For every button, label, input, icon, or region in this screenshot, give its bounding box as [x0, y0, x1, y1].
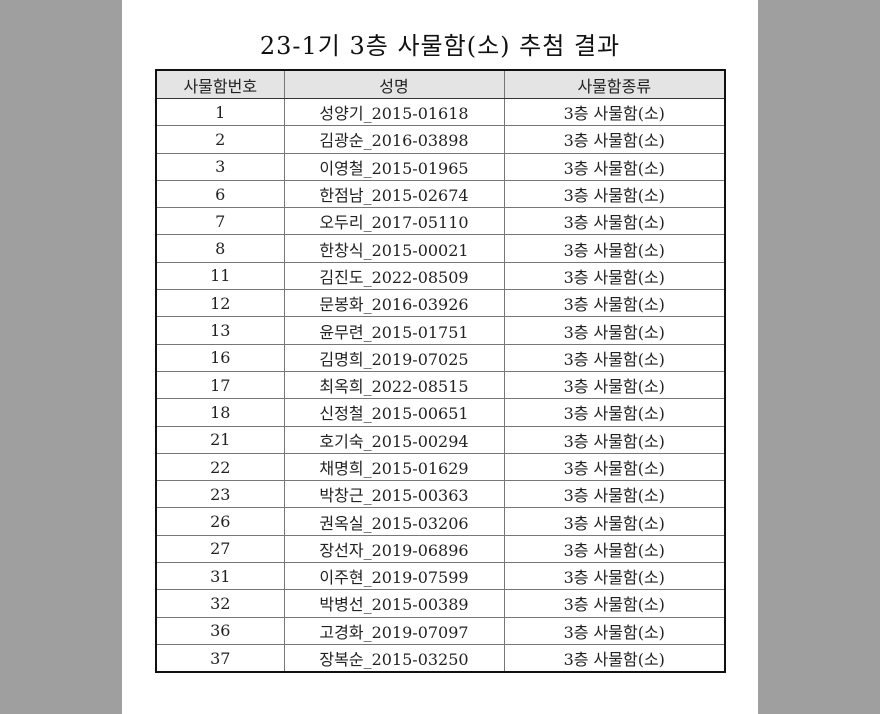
cell-locker-type: 3층 사물함(소)	[503, 207, 726, 236]
header-locker-type: 사물함종류	[503, 69, 726, 99]
table-row: 27 장선자_2019-06896 3층 사물함(소)	[155, 534, 726, 564]
table-row: 1 성양기_2015-01618 3층 사물함(소)	[155, 97, 726, 127]
cell-locker-type: 3층 사물함(소)	[503, 152, 726, 181]
cell-locker-type: 3층 사물함(소)	[503, 370, 726, 400]
cell-locker-number: 7	[155, 207, 285, 236]
cell-locker-number: 3	[155, 152, 285, 181]
cell-locker-type: 3층 사물함(소)	[503, 534, 726, 564]
table-row: 11 김진도_2022-08509 3층 사물함(소)	[155, 261, 726, 291]
cell-name: 김명희_2019-07025	[283, 343, 505, 372]
table-row: 2 김광순_2016-03898 3층 사물함(소)	[155, 125, 726, 154]
cell-name: 윤무련_2015-01751	[283, 316, 505, 345]
cell-name: 신정철_2015-00651	[283, 398, 505, 427]
cell-locker-number: 32	[155, 589, 285, 618]
table-row: 16 김명희_2019-07025 3층 사물함(소)	[155, 343, 726, 372]
cell-name: 한창식_2015-00021	[283, 234, 505, 263]
cell-locker-number: 27	[155, 534, 285, 564]
table-row: 26 권옥실_2015-03206 3층 사물함(소)	[155, 507, 726, 536]
cell-name: 장선자_2019-06896	[283, 534, 505, 564]
cell-name: 한점남_2015-02674	[283, 179, 505, 209]
table-row: 18 신정철_2015-00651 3층 사물함(소)	[155, 398, 726, 427]
cell-locker-number: 16	[155, 343, 285, 372]
header-name: 성명	[283, 69, 505, 99]
header-locker-number: 사물함번호	[155, 69, 285, 99]
table-row: 7 오두리_2017-05110 3층 사물함(소)	[155, 207, 726, 236]
cell-name: 박병선_2015-00389	[283, 589, 505, 618]
cell-locker-type: 3층 사물함(소)	[503, 234, 726, 263]
table-row: 23 박창근_2015-00363 3층 사물함(소)	[155, 480, 726, 509]
cell-locker-number: 21	[155, 425, 285, 454]
cell-locker-number: 23	[155, 480, 285, 509]
cell-name: 채명희_2015-01629	[283, 452, 505, 482]
cell-locker-number: 26	[155, 507, 285, 536]
cell-locker-type: 3층 사물함(소)	[503, 562, 726, 591]
cell-name: 김진도_2022-08509	[283, 261, 505, 291]
cell-locker-type: 3층 사물함(소)	[503, 480, 726, 509]
table-row: 21 호기숙_2015-00294 3층 사물함(소)	[155, 425, 726, 454]
cell-name: 최옥희_2022-08515	[283, 370, 505, 400]
cell-locker-number: 22	[155, 452, 285, 482]
document-page: 23-1기 3층 사물함(소) 추첨 결과 사물함번호 성명 사물함종류 1 성양…	[122, 0, 758, 714]
table-row: 36 고경화_2019-07097 3층 사물함(소)	[155, 616, 726, 645]
cell-locker-type: 3층 사물함(소)	[503, 289, 726, 318]
cell-name: 성양기_2015-01618	[283, 97, 505, 127]
table-row: 31 이주현_2019-07599 3층 사물함(소)	[155, 562, 726, 591]
cell-name: 문봉화_2016-03926	[283, 289, 505, 318]
cell-locker-number: 31	[155, 562, 285, 591]
cell-locker-type: 3층 사물함(소)	[503, 452, 726, 482]
table-header-row: 사물함번호 성명 사물함종류	[155, 69, 726, 99]
cell-locker-number: 13	[155, 316, 285, 345]
cell-locker-type: 3층 사물함(소)	[503, 425, 726, 454]
table-row: 6 한점남_2015-02674 3층 사물함(소)	[155, 179, 726, 209]
cell-locker-type: 3층 사물함(소)	[503, 125, 726, 154]
cell-locker-number: 8	[155, 234, 285, 263]
table-row: 3 이영철_2015-01965 3층 사물함(소)	[155, 152, 726, 181]
cell-name: 고경화_2019-07097	[283, 616, 505, 645]
cell-locker-number: 2	[155, 125, 285, 154]
table-row: 12 문봉화_2016-03926 3층 사물함(소)	[155, 289, 726, 318]
cell-name: 오두리_2017-05110	[283, 207, 505, 236]
table-row: 37 장복순_2015-03250 3층 사물함(소)	[155, 643, 726, 673]
cell-locker-number: 1	[155, 97, 285, 127]
cell-locker-type: 3층 사물함(소)	[503, 343, 726, 372]
document-title: 23-1기 3층 사물함(소) 추첨 결과	[259, 32, 621, 60]
table-row: 22 채명희_2015-01629 3층 사물함(소)	[155, 452, 726, 482]
cell-locker-type: 3층 사물함(소)	[503, 507, 726, 536]
cell-locker-type: 3층 사물함(소)	[503, 179, 726, 209]
cell-locker-type: 3층 사물함(소)	[503, 97, 726, 127]
cell-name: 이영철_2015-01965	[283, 152, 505, 181]
cell-name: 김광순_2016-03898	[283, 125, 505, 154]
cell-locker-type: 3층 사물함(소)	[503, 261, 726, 291]
cell-name: 권옥실_2015-03206	[283, 507, 505, 536]
cell-locker-type: 3층 사물함(소)	[503, 643, 726, 673]
cell-locker-number: 11	[155, 261, 285, 291]
cell-locker-type: 3층 사물함(소)	[503, 589, 726, 618]
cell-locker-number: 6	[155, 179, 285, 209]
table-row: 17 최옥희_2022-08515 3층 사물함(소)	[155, 370, 726, 400]
cell-name: 박창근_2015-00363	[283, 480, 505, 509]
cell-locker-number: 36	[155, 616, 285, 645]
cell-locker-type: 3층 사물함(소)	[503, 616, 726, 645]
cell-name: 호기숙_2015-00294	[283, 425, 505, 454]
cell-locker-number: 12	[155, 289, 285, 318]
cell-locker-type: 3층 사물함(소)	[503, 398, 726, 427]
table-row: 32 박병선_2015-00389 3층 사물함(소)	[155, 589, 726, 618]
table-row: 8 한창식_2015-00021 3층 사물함(소)	[155, 234, 726, 263]
table-row: 13 윤무련_2015-01751 3층 사물함(소)	[155, 316, 726, 345]
cell-name: 이주현_2019-07599	[283, 562, 505, 591]
cell-locker-number: 18	[155, 398, 285, 427]
cell-locker-type: 3층 사물함(소)	[503, 316, 726, 345]
results-table: 사물함번호 성명 사물함종류 1 성양기_2015-01618 3층 사물함(소) 2…	[155, 69, 726, 674]
cell-locker-number: 37	[155, 643, 285, 673]
cell-locker-number: 17	[155, 370, 285, 400]
cell-name: 장복순_2015-03250	[283, 643, 505, 673]
